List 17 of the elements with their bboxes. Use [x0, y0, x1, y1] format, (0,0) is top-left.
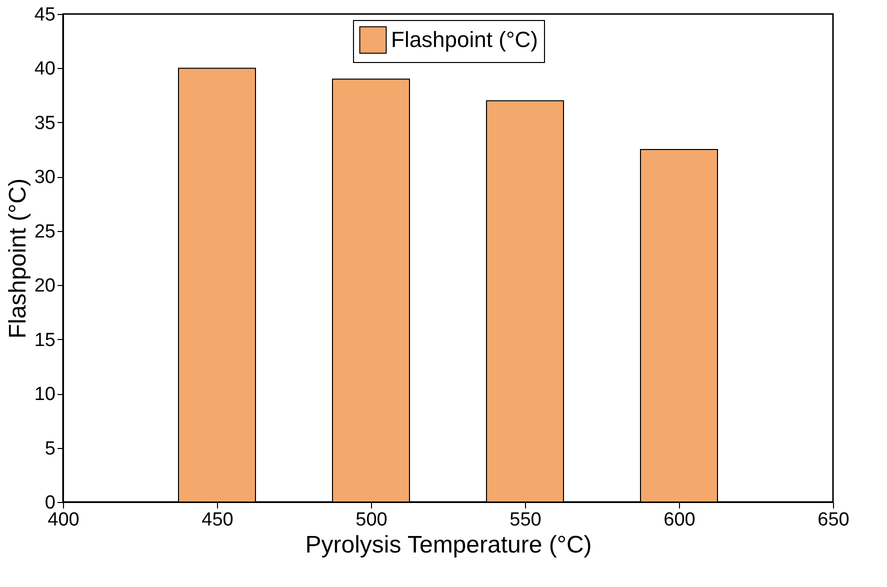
y-tick-label: 10 [34, 384, 56, 406]
x-tick-label: 600 [664, 510, 696, 530]
x-tick-label: 450 [202, 510, 234, 530]
y-tick-label: 15 [34, 330, 56, 351]
y-tick-label: 5 [44, 438, 56, 460]
x-tick-label: 550 [510, 510, 542, 530]
x-tick-label: 500 [356, 510, 388, 530]
legend-label: Flashpoint (°C) [391, 27, 538, 52]
y-tick-label: 20 [34, 276, 56, 297]
y-tick-label: 30 [34, 167, 56, 188]
y-tick-label: 35 [34, 112, 56, 134]
y-axis-title: Flashpoint (°C) [4, 178, 32, 339]
x-tick-label: 650 [818, 510, 850, 530]
x-axis-title: Pyrolysis Temperature (°C) [305, 532, 592, 558]
y-tick-label: 40 [34, 58, 56, 80]
y-tick-label: 25 [34, 221, 56, 242]
y-tick-label: 45 [34, 4, 56, 26]
